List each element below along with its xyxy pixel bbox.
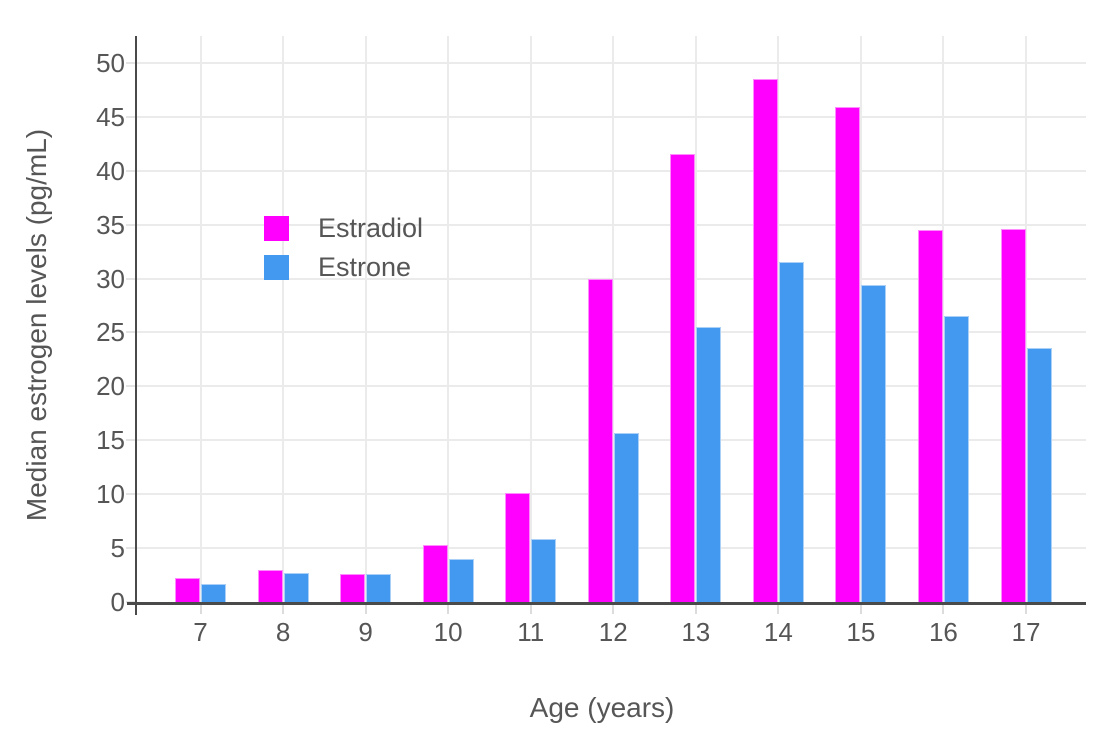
h-gridline-40 bbox=[137, 169, 1086, 172]
v-gridline-12 bbox=[612, 36, 615, 602]
v-gridline-7 bbox=[199, 36, 202, 602]
y-tick-label: 50 bbox=[96, 47, 125, 78]
bar-estrone-age-14[interactable] bbox=[778, 262, 804, 602]
y-tick-label: 10 bbox=[96, 479, 125, 510]
x-tick-label: 10 bbox=[433, 617, 463, 647]
bar-estradiol-age-13[interactable] bbox=[670, 153, 696, 602]
bar-estradiol-age-11[interactable] bbox=[505, 493, 531, 602]
v-gridline-9 bbox=[364, 36, 367, 602]
x-axis-title: Age (years) bbox=[529, 692, 675, 723]
y-tick-label: 25 bbox=[96, 317, 125, 348]
y-tick-mark-35 bbox=[126, 223, 135, 226]
x-tick-label: 8 bbox=[275, 617, 291, 647]
y-tick-mark-30 bbox=[126, 277, 135, 280]
y-tick-label: 35 bbox=[96, 209, 125, 240]
y-tick-mark-10 bbox=[126, 493, 135, 496]
x-tick-label: 7 bbox=[193, 617, 208, 647]
h-gridline-50 bbox=[137, 61, 1086, 64]
x-tick-mark-17 bbox=[1025, 605, 1027, 614]
y-axis-title: Median estrogen levels (pg/mL) bbox=[21, 128, 52, 522]
plot-area bbox=[137, 36, 1086, 602]
bar-estradiol-age-9[interactable] bbox=[340, 573, 366, 602]
legend-item-estrone[interactable]: Estrone bbox=[264, 254, 423, 281]
y-tick-label: 40 bbox=[96, 155, 125, 186]
x-tick-mark-8 bbox=[282, 605, 285, 614]
x-axis-line bbox=[127, 602, 1086, 605]
x-tick-mark-12 bbox=[612, 605, 615, 614]
v-gridline-15 bbox=[859, 36, 862, 602]
x-tick-mark-14 bbox=[777, 605, 780, 614]
bar-estrone-age-9[interactable] bbox=[366, 573, 392, 602]
y-tick-mark-25 bbox=[126, 331, 135, 334]
bar-estrone-age-7[interactable] bbox=[201, 583, 226, 602]
x-tick-mark-10 bbox=[447, 605, 450, 614]
y-tick-label: 0 bbox=[110, 587, 125, 617]
bar-estradiol-age-15[interactable] bbox=[835, 107, 861, 602]
bar-estradiol-age-7[interactable] bbox=[175, 578, 200, 602]
v-gridline-14 bbox=[777, 36, 780, 602]
x-tick-mark-13 bbox=[694, 605, 697, 614]
x-tick-mark-15 bbox=[859, 605, 862, 614]
legend-label: Estrone bbox=[318, 252, 412, 282]
bar-estradiol-age-14[interactable] bbox=[752, 79, 778, 602]
x-tick-mark-9 bbox=[364, 605, 367, 614]
x-tick-label: 12 bbox=[598, 617, 628, 647]
y-tick-mark-50 bbox=[126, 61, 135, 64]
y-tick-label: 30 bbox=[96, 263, 125, 294]
x-tick-label: 13 bbox=[681, 617, 711, 647]
bar-estrone-age-13[interactable] bbox=[696, 327, 722, 602]
x-tick-label: 15 bbox=[846, 617, 876, 647]
bar-estradiol-age-8[interactable] bbox=[257, 569, 283, 602]
v-gridline-13 bbox=[694, 36, 697, 602]
x-tick-label: 16 bbox=[928, 617, 958, 647]
y-tick-mark-5 bbox=[126, 547, 135, 550]
bar-estrone-age-17[interactable] bbox=[1026, 347, 1052, 602]
bar-estrone-age-11[interactable] bbox=[531, 539, 557, 602]
y-tick-label: 5 bbox=[110, 533, 125, 564]
bar-estrone-age-8[interactable] bbox=[283, 572, 309, 602]
v-gridline-17 bbox=[1025, 36, 1027, 602]
bar-estrone-age-16[interactable] bbox=[943, 316, 969, 602]
legend-swatch-estrone bbox=[264, 255, 289, 280]
h-gridline-35 bbox=[137, 223, 1086, 226]
v-gridline-10 bbox=[447, 36, 450, 602]
y-tick-mark-40 bbox=[126, 169, 135, 172]
y-tick-mark-20 bbox=[126, 385, 135, 388]
v-gridline-8 bbox=[282, 36, 285, 602]
legend: Estradiol Estrone bbox=[264, 215, 423, 281]
legend-swatch-estradiol bbox=[264, 216, 289, 241]
legend-label: Estradiol bbox=[318, 213, 424, 243]
x-tick-label: 9 bbox=[358, 617, 373, 647]
x-tick-label: 11 bbox=[517, 617, 545, 647]
bar-estrone-age-12[interactable] bbox=[613, 432, 639, 602]
x-tick-mark-7 bbox=[199, 605, 202, 614]
y-tick-mark-45 bbox=[126, 115, 135, 118]
bar-estradiol-age-16[interactable] bbox=[917, 230, 943, 602]
y-tick-label: 45 bbox=[96, 101, 125, 132]
x-tick-mark-16 bbox=[942, 605, 945, 614]
bar-estrone-age-10[interactable] bbox=[448, 558, 474, 602]
bar-estradiol-age-12[interactable] bbox=[587, 278, 613, 602]
v-gridline-11 bbox=[529, 36, 532, 602]
x-tick-label: 17 bbox=[1011, 617, 1041, 647]
y-tick-mark-15 bbox=[126, 439, 135, 442]
x-tick-mark-11 bbox=[529, 605, 532, 614]
bar-estradiol-age-10[interactable] bbox=[422, 544, 448, 602]
v-gridline-16 bbox=[942, 36, 945, 602]
y-tick-label: 15 bbox=[96, 425, 125, 456]
y-axis-line bbox=[134, 36, 137, 615]
y-tick-label: 20 bbox=[96, 371, 125, 402]
bar-estrone-age-15[interactable] bbox=[861, 285, 887, 602]
legend-item-estradiol[interactable]: Estradiol bbox=[264, 215, 423, 242]
h-gridline-45 bbox=[137, 115, 1086, 118]
x-tick-label: 14 bbox=[763, 617, 793, 647]
bar-estradiol-age-17[interactable] bbox=[1000, 228, 1026, 602]
